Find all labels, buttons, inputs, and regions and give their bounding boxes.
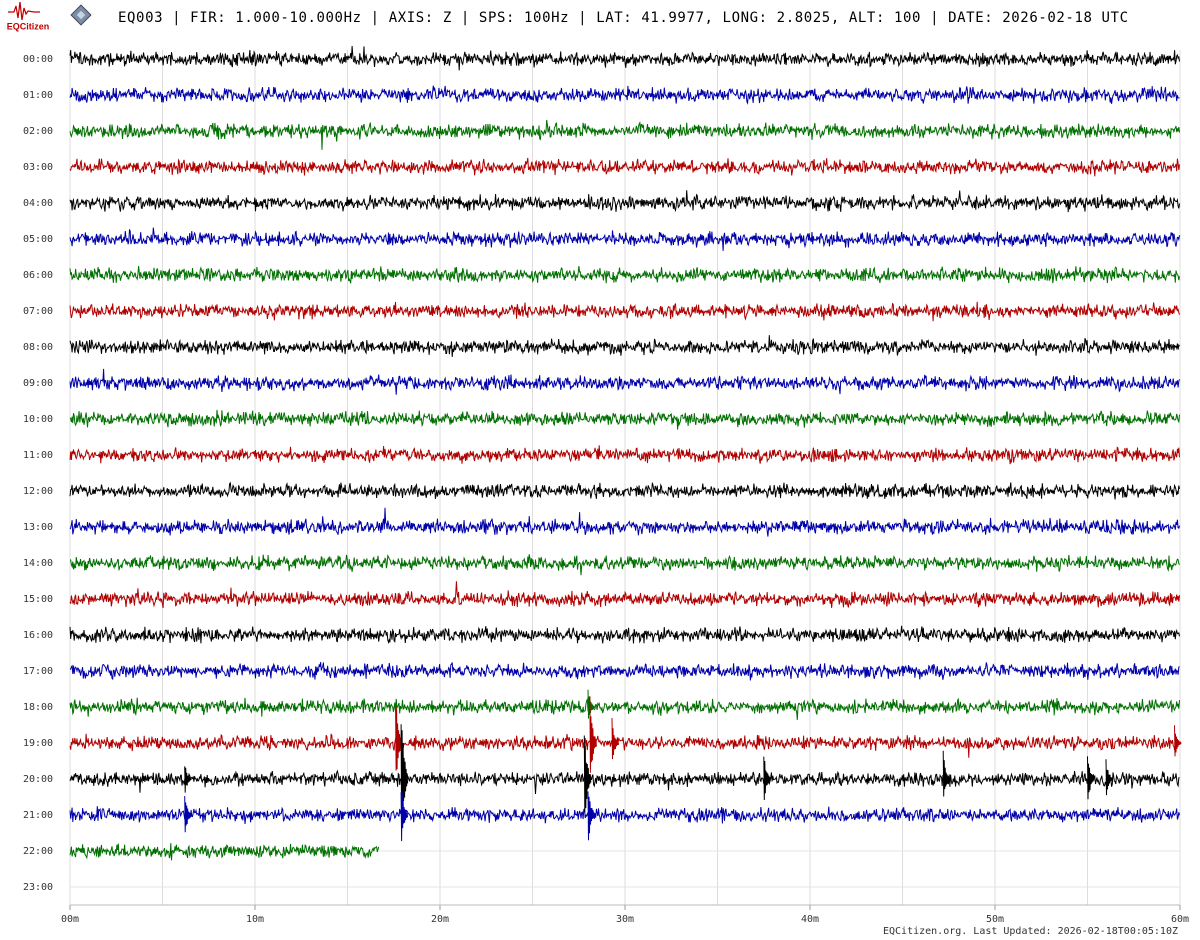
event-spike bbox=[587, 689, 595, 719]
event-spike bbox=[184, 796, 192, 833]
x-tick-label: 00m bbox=[61, 914, 79, 925]
trace bbox=[69, 119, 1180, 150]
trace bbox=[69, 507, 1180, 537]
event-spike bbox=[942, 750, 951, 797]
row-label: 05:00 bbox=[23, 234, 53, 245]
event-spike bbox=[400, 792, 409, 842]
trace bbox=[69, 301, 1180, 322]
row-label: 12:00 bbox=[23, 486, 53, 497]
trace bbox=[70, 662, 1180, 681]
event-spike bbox=[1087, 756, 1095, 800]
x-tick-label: 30m bbox=[616, 914, 634, 925]
event-spike bbox=[583, 735, 592, 813]
footer: EQCitizen.org. Last Updated: 2026-02-18T… bbox=[883, 926, 1178, 937]
event-spike bbox=[184, 766, 192, 793]
trace bbox=[69, 265, 1180, 284]
event-spike bbox=[763, 756, 771, 801]
x-tick-label: 10m bbox=[246, 914, 264, 925]
trace bbox=[69, 85, 1180, 105]
row-label: 00:00 bbox=[23, 54, 53, 65]
trace bbox=[69, 157, 1180, 177]
row-label: 04:00 bbox=[23, 198, 53, 209]
x-tick-label: 60m bbox=[1171, 914, 1189, 925]
labels: 00m 10m 20m 30m 40m 50m 60m 00:00 01:00 02:00 03:0… bbox=[23, 54, 1189, 925]
event-spike bbox=[611, 718, 619, 760]
trace bbox=[69, 409, 1180, 430]
row-label: 06:00 bbox=[23, 270, 53, 281]
row-label: 14:00 bbox=[23, 558, 53, 569]
row-label: 18:00 bbox=[23, 702, 53, 713]
trace bbox=[69, 190, 1180, 213]
row-label: 22:00 bbox=[23, 846, 53, 857]
logo-wave bbox=[8, 1, 40, 21]
event-spike bbox=[589, 696, 597, 773]
x-tick-label: 20m bbox=[431, 914, 449, 925]
trace bbox=[69, 625, 1180, 645]
chart-title: EQ003 | FIR: 1.000-10.000Hz | AXIS: Z | … bbox=[118, 10, 1128, 26]
logo: EQCitizen bbox=[7, 1, 92, 31]
trace bbox=[69, 335, 1180, 357]
trace bbox=[69, 806, 1180, 825]
row-label: 20:00 bbox=[23, 774, 53, 785]
row-label: 03:00 bbox=[23, 162, 53, 173]
event-spike bbox=[400, 724, 409, 831]
row-label: 01:00 bbox=[23, 90, 53, 101]
event-spike bbox=[587, 791, 595, 841]
trace bbox=[69, 843, 380, 861]
row-label: 19:00 bbox=[23, 738, 53, 749]
trace bbox=[69, 581, 1180, 609]
traces bbox=[69, 45, 1182, 861]
trace bbox=[69, 368, 1180, 395]
trace bbox=[69, 554, 1180, 576]
trace bbox=[69, 445, 1180, 465]
logo-text: EQCitizen bbox=[7, 21, 50, 31]
x-tick-label: 50m bbox=[986, 914, 1004, 925]
event-spike bbox=[1105, 759, 1113, 796]
row-label: 15:00 bbox=[23, 594, 53, 605]
row-label: 11:00 bbox=[23, 450, 53, 461]
row-label: 21:00 bbox=[23, 810, 53, 821]
row-label: 16:00 bbox=[23, 630, 53, 641]
row-label: 17:00 bbox=[23, 666, 53, 677]
trace bbox=[69, 45, 1180, 71]
x-tick-label: 40m bbox=[801, 914, 819, 925]
trace bbox=[69, 481, 1180, 500]
trace bbox=[69, 769, 1180, 795]
trace bbox=[69, 697, 1180, 720]
trace bbox=[69, 227, 1180, 251]
event-spike bbox=[1174, 725, 1182, 757]
row-label: 02:00 bbox=[23, 126, 53, 137]
row-label: 09:00 bbox=[23, 378, 53, 389]
row-label: 07:00 bbox=[23, 306, 53, 317]
row-label: 08:00 bbox=[23, 342, 53, 353]
row-label: 10:00 bbox=[23, 414, 53, 425]
trace bbox=[69, 733, 1180, 758]
row-label: 13:00 bbox=[23, 522, 53, 533]
row-label: 23:00 bbox=[23, 882, 53, 893]
